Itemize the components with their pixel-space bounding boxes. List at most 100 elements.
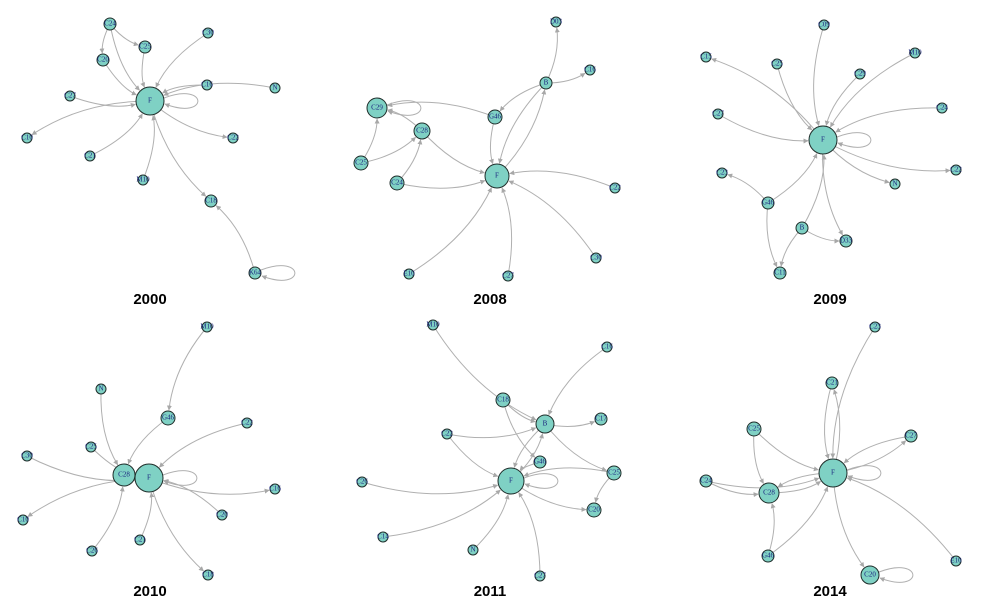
edges xyxy=(360,27,616,277)
edge xyxy=(832,472,865,568)
edge xyxy=(824,382,833,460)
node-label: C28 xyxy=(416,127,428,135)
node-label: C30 xyxy=(21,452,33,460)
node xyxy=(860,565,880,585)
node xyxy=(495,392,511,408)
node xyxy=(594,412,608,426)
edge xyxy=(767,503,776,557)
edge xyxy=(518,492,541,577)
node xyxy=(771,58,783,70)
edge xyxy=(163,82,276,96)
edge xyxy=(502,399,536,458)
edges xyxy=(711,24,951,268)
edge xyxy=(830,326,876,459)
node xyxy=(216,509,228,521)
node-label: F xyxy=(147,474,151,482)
node-label: C18 xyxy=(205,197,217,205)
node-label: M10 xyxy=(426,321,440,329)
node xyxy=(487,109,503,125)
node-label: C29 xyxy=(371,104,383,112)
node-label: C18 xyxy=(202,571,214,579)
node-label: F xyxy=(831,469,835,477)
node-label: C09 xyxy=(818,21,830,29)
node xyxy=(808,125,838,155)
node xyxy=(201,79,213,91)
node xyxy=(795,221,809,235)
node-label: C26 xyxy=(86,547,98,555)
node xyxy=(84,150,96,162)
node-label: D03 xyxy=(550,18,563,26)
node-label: C27 xyxy=(534,572,546,580)
node-label: G46 xyxy=(762,199,775,207)
node xyxy=(601,341,613,353)
panel-title: 2014 xyxy=(813,583,847,600)
node xyxy=(761,549,775,563)
node-label: F xyxy=(148,97,152,105)
node xyxy=(716,167,728,179)
edge xyxy=(835,107,943,133)
node-label: C20 xyxy=(864,571,876,579)
self-loop xyxy=(846,465,882,481)
node xyxy=(818,458,848,488)
node-label: C17 xyxy=(595,415,607,423)
edge xyxy=(148,477,204,572)
node-label: C10 xyxy=(21,134,33,142)
edge xyxy=(717,113,809,144)
edge xyxy=(472,494,510,551)
edge xyxy=(149,100,207,197)
edge xyxy=(446,427,537,439)
edge xyxy=(387,101,496,118)
node xyxy=(746,421,762,437)
edge xyxy=(215,205,256,274)
node-label: C25 xyxy=(139,43,151,51)
edge xyxy=(361,481,499,495)
edge xyxy=(497,82,547,164)
node xyxy=(909,47,921,59)
node-label: M10 xyxy=(200,323,214,331)
node xyxy=(21,450,33,462)
node xyxy=(366,97,388,119)
node-label: C28 xyxy=(118,471,130,479)
node-label: C26 xyxy=(356,478,368,486)
edge xyxy=(159,422,248,468)
edge xyxy=(109,23,140,91)
node xyxy=(135,86,165,116)
edges xyxy=(26,326,270,572)
edge xyxy=(801,154,827,229)
node xyxy=(202,569,214,581)
node-label: N xyxy=(892,180,897,188)
node-label: C22 xyxy=(441,430,453,438)
edge xyxy=(779,227,803,267)
node-label: C24 xyxy=(700,477,712,485)
node-label: C16 xyxy=(201,81,213,89)
network-panel: F C28 M10 N G46 C22 C25 C30 C16 C10 C20 C21 C26 C18 20… xyxy=(17,321,281,600)
edge xyxy=(360,136,416,164)
node xyxy=(241,417,253,429)
node xyxy=(539,76,553,90)
node-label: C21 xyxy=(826,379,838,387)
node xyxy=(712,108,724,120)
node xyxy=(441,428,453,440)
node-label: K64 xyxy=(249,269,262,277)
node xyxy=(137,174,149,186)
node-label: C27 xyxy=(502,272,514,280)
node xyxy=(590,252,602,264)
network-panel: F B M10 C16 C18 C17 C22 G46 C25 C20 C26 C14 N C27 2011 xyxy=(356,319,622,600)
node-label: C16 xyxy=(584,66,596,74)
panel-title: 2010 xyxy=(133,583,166,600)
edge xyxy=(830,52,916,128)
node xyxy=(584,64,596,76)
self-loop xyxy=(162,470,198,486)
node-label: G46 xyxy=(162,414,175,422)
edge xyxy=(545,27,560,84)
node-label: C27 xyxy=(64,92,76,100)
node-label: C25 xyxy=(771,60,783,68)
node-label: B xyxy=(544,79,549,87)
node-label: N xyxy=(470,546,475,554)
edge xyxy=(127,417,169,465)
node xyxy=(389,175,405,191)
node xyxy=(606,465,622,481)
edge xyxy=(508,180,597,259)
edge xyxy=(102,59,137,96)
edge xyxy=(523,467,615,477)
